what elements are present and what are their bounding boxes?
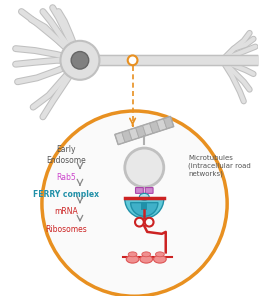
Polygon shape <box>157 118 167 131</box>
Circle shape <box>71 52 89 69</box>
FancyBboxPatch shape <box>145 188 153 194</box>
Polygon shape <box>115 132 125 145</box>
Ellipse shape <box>126 255 139 263</box>
Text: mRNA: mRNA <box>54 207 78 216</box>
Text: Ribosomes: Ribosomes <box>45 225 87 234</box>
Wedge shape <box>125 199 164 218</box>
Text: Microtubules
(intracellular road
networks): Microtubules (intracellular road network… <box>188 155 251 177</box>
Ellipse shape <box>153 255 166 263</box>
Polygon shape <box>136 125 146 138</box>
FancyBboxPatch shape <box>135 188 143 194</box>
Bar <box>141 202 147 210</box>
Polygon shape <box>122 130 132 142</box>
Circle shape <box>128 56 138 65</box>
Text: Early
Endosome: Early Endosome <box>46 145 86 165</box>
Circle shape <box>125 148 164 187</box>
Polygon shape <box>164 116 174 129</box>
Polygon shape <box>143 123 153 136</box>
Ellipse shape <box>140 255 153 263</box>
Ellipse shape <box>156 252 164 257</box>
Text: FERRY complex: FERRY complex <box>33 190 99 199</box>
Ellipse shape <box>142 252 151 257</box>
Polygon shape <box>129 128 139 140</box>
Ellipse shape <box>128 252 137 257</box>
Text: Rab5: Rab5 <box>56 173 76 182</box>
Polygon shape <box>149 121 160 133</box>
Circle shape <box>60 41 99 80</box>
Circle shape <box>42 111 227 296</box>
Ellipse shape <box>139 194 149 200</box>
Wedge shape <box>131 202 158 216</box>
